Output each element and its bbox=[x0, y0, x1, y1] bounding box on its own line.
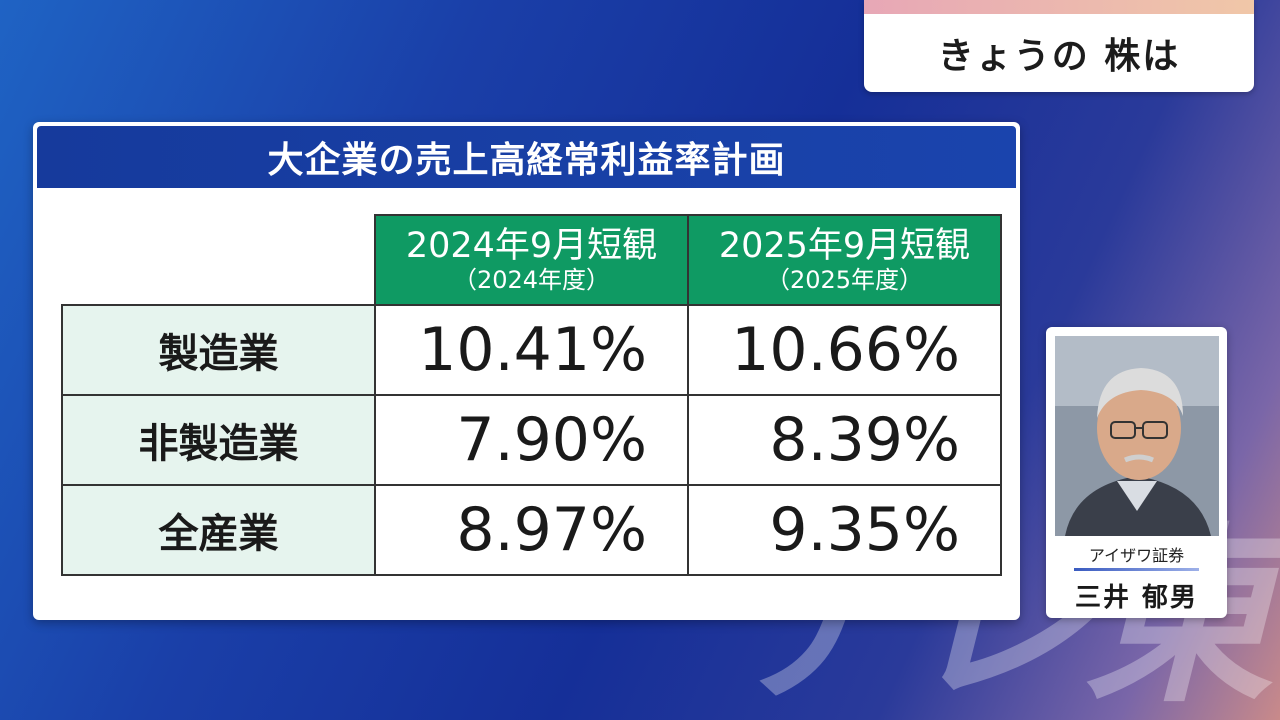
panel-title: 大企業の売上高経常利益率計画 bbox=[37, 126, 1016, 188]
column-header-2024: 2024年9月短観 （2024年度） bbox=[374, 214, 689, 306]
column-header-2025: 2025年9月短観 （2025年度） bbox=[687, 214, 1002, 306]
title-accent-bar bbox=[864, 0, 1254, 14]
program-corner-title: きょうの 株は bbox=[864, 0, 1254, 92]
value-cell: 7.90% bbox=[374, 394, 689, 486]
row-label: 全産業 bbox=[61, 484, 376, 576]
column-header-sub: （2025年度） bbox=[765, 266, 924, 294]
person-portrait-icon bbox=[1055, 336, 1219, 536]
value-cell: 10.66% bbox=[687, 304, 1002, 396]
value-cell: 8.97% bbox=[374, 484, 689, 576]
table-row-manufacturing: 製造業 10.41% 10.66% bbox=[61, 304, 1002, 396]
value-cell: 8.39% bbox=[687, 394, 1002, 486]
commentator-company: アイザワ証券 bbox=[1088, 546, 1185, 565]
row-label: 製造業 bbox=[61, 304, 376, 396]
commentator-photo bbox=[1055, 336, 1219, 536]
row-label: 非製造業 bbox=[61, 394, 376, 486]
name-divider bbox=[1074, 568, 1199, 571]
table-row-all-industries: 全産業 8.97% 9.35% bbox=[61, 484, 1002, 576]
table-corner-blank bbox=[62, 215, 375, 305]
column-header-main: 2024年9月短観 bbox=[405, 226, 658, 266]
value-cell: 9.35% bbox=[687, 484, 1002, 576]
table-row-non-manufacturing: 非製造業 7.90% 8.39% bbox=[61, 394, 1002, 486]
table-header-row: 2024年9月短観 （2024年度） 2025年9月短観 （2025年度） bbox=[62, 214, 1002, 306]
commentator-card: アイザワ証券 三井 郁男 bbox=[1046, 327, 1227, 618]
column-header-sub: （2024年度） bbox=[452, 266, 611, 294]
commentator-name: 三井 郁男 bbox=[1074, 583, 1199, 613]
value-cell: 10.41% bbox=[374, 304, 689, 396]
profit-margin-panel: 大企業の売上高経常利益率計画 2024年9月短観 （2024年度） 2025年9… bbox=[33, 122, 1020, 620]
corner-title-text: きょうの 株は bbox=[937, 36, 1181, 77]
column-header-main: 2025年9月短観 bbox=[718, 226, 971, 266]
profit-margin-table: 2024年9月短観 （2024年度） 2025年9月短観 （2025年度） 製造… bbox=[61, 214, 1002, 576]
